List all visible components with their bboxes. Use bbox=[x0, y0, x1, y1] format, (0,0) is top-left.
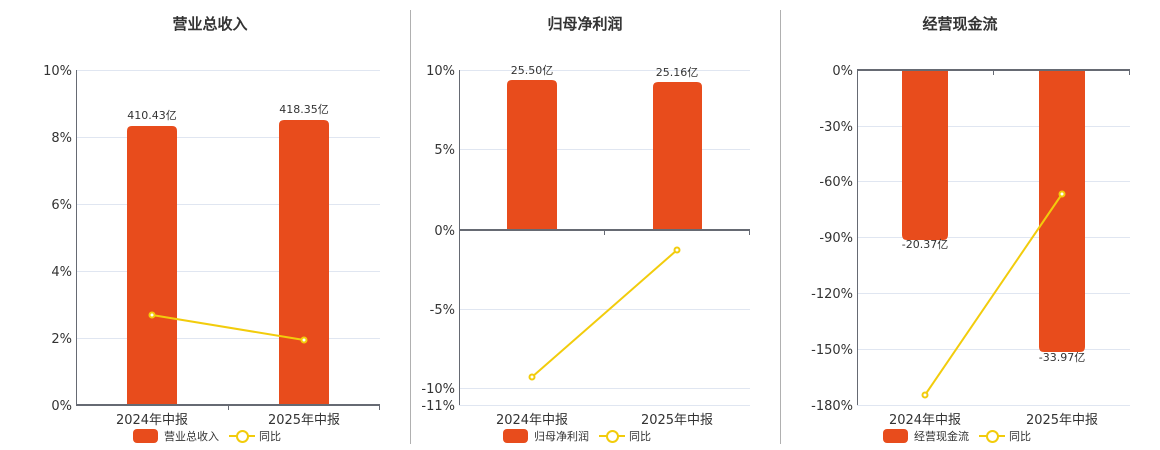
net-profit-chart-plot: 10% 5% 0% -5% -10% -11% 25.50亿 25.16亿 20… bbox=[421, 64, 750, 428]
chart-legend: 经营现金流 同比 bbox=[883, 428, 1031, 444]
x-axis-label: 2024年中报 bbox=[496, 413, 568, 428]
bar-2025[interactable] bbox=[653, 82, 702, 230]
y-axis-labels: 0% -30% -60% -90% -120% -150% -180% bbox=[811, 64, 853, 414]
yoy-point[interactable] bbox=[300, 336, 308, 344]
y-axis-labels: 10% 8% 6% 4% 2% 0% bbox=[43, 64, 72, 414]
svg-text:0%: 0% bbox=[832, 64, 853, 79]
svg-text:6%: 6% bbox=[51, 198, 72, 213]
chart-title: 经营现金流 bbox=[922, 15, 998, 33]
legend-line-label[interactable]: 同比 bbox=[259, 430, 281, 443]
grid-lines bbox=[857, 126, 1130, 406]
legend-bar-swatch[interactable] bbox=[883, 429, 908, 443]
chart-title: 营业总收入 bbox=[172, 15, 248, 33]
bar-value-label: 25.50亿 bbox=[511, 64, 554, 77]
x-axis-label: 2025年中报 bbox=[1026, 413, 1098, 428]
bar-value-label: 418.35亿 bbox=[279, 103, 329, 116]
bar-value-label: -20.37亿 bbox=[902, 238, 948, 251]
bar-2025[interactable] bbox=[279, 120, 329, 405]
legend-bar-swatch[interactable] bbox=[133, 429, 158, 443]
svg-text:-11%: -11% bbox=[421, 399, 455, 414]
svg-text:-120%: -120% bbox=[811, 287, 853, 302]
svg-text:-10%: -10% bbox=[421, 382, 455, 397]
legend-bar-label[interactable]: 归母净利润 bbox=[534, 430, 589, 443]
y-axis-labels: 10% 5% 0% -5% -10% -11% bbox=[421, 64, 455, 414]
panel-divider-1 bbox=[410, 10, 411, 444]
svg-text:10%: 10% bbox=[43, 64, 72, 79]
x-axis-label: 2025年中报 bbox=[641, 413, 713, 428]
bar-2024[interactable] bbox=[902, 70, 948, 240]
legend-bar-swatch[interactable] bbox=[503, 429, 528, 443]
svg-text:-180%: -180% bbox=[811, 399, 853, 414]
yoy-point[interactable] bbox=[148, 311, 156, 319]
svg-text:-150%: -150% bbox=[811, 343, 853, 358]
x-axis-label: 2024年中报 bbox=[116, 413, 188, 428]
bar-value-label: 410.43亿 bbox=[127, 109, 177, 122]
panel-divider-2 bbox=[780, 10, 781, 444]
svg-text:-90%: -90% bbox=[819, 231, 853, 246]
x-axis-label: 2024年中报 bbox=[889, 413, 961, 428]
svg-text:-30%: -30% bbox=[819, 120, 853, 135]
legend-line-swatch[interactable] bbox=[599, 429, 625, 443]
legend-line-swatch[interactable] bbox=[979, 429, 1005, 443]
yoy-point[interactable] bbox=[673, 246, 681, 254]
svg-text:5%: 5% bbox=[434, 143, 455, 158]
svg-text:4%: 4% bbox=[51, 265, 72, 280]
chart-panel-revenue: 营业总收入 10% 8% 6% 4% 2% 0% 410.43亿 418.35亿 bbox=[0, 0, 410, 450]
yoy-point[interactable] bbox=[921, 391, 929, 399]
svg-text:-5%: -5% bbox=[430, 303, 455, 318]
legend-bar-label[interactable]: 营业总收入 bbox=[164, 430, 219, 443]
svg-text:10%: 10% bbox=[426, 64, 455, 79]
x-axis-label: 2025年中报 bbox=[268, 413, 340, 428]
bar-value-label: -33.97亿 bbox=[1039, 351, 1085, 364]
bar-2025[interactable] bbox=[1039, 70, 1085, 352]
bar-2024[interactable] bbox=[127, 126, 177, 405]
legend-line-swatch[interactable] bbox=[229, 429, 255, 443]
yoy-line bbox=[151, 314, 305, 341]
yoy-point[interactable] bbox=[1058, 190, 1066, 198]
yoy-line bbox=[531, 249, 678, 378]
chart-legend: 归母净利润 同比 bbox=[503, 428, 651, 444]
yoy-line bbox=[924, 193, 1063, 396]
svg-text:-60%: -60% bbox=[819, 175, 853, 190]
chart-title: 归母净利润 bbox=[547, 15, 623, 33]
bar-2024[interactable] bbox=[507, 80, 557, 230]
chart-panel-net-profit: 归母净利润 10% 5% 0% -5% -10% -11% 25.50亿 25.… bbox=[421, 15, 750, 444]
grid-lines bbox=[76, 70, 380, 339]
legend-line-label[interactable]: 同比 bbox=[629, 430, 651, 443]
svg-text:2%: 2% bbox=[51, 332, 72, 347]
legend-bar-label[interactable]: 经营现金流 bbox=[914, 430, 969, 443]
bar-value-label: 25.16亿 bbox=[656, 66, 699, 79]
svg-text:8%: 8% bbox=[51, 131, 72, 146]
svg-text:0%: 0% bbox=[51, 399, 72, 414]
legend-line-label[interactable]: 同比 bbox=[1009, 430, 1031, 443]
chart-legend: 营业总收入 同比 bbox=[133, 428, 281, 444]
yoy-point[interactable] bbox=[528, 373, 536, 381]
svg-text:0%: 0% bbox=[434, 224, 455, 239]
revenue-chart-plot: 10% 8% 6% 4% 2% 0% 410.43亿 418.35亿 2024年… bbox=[43, 64, 380, 428]
